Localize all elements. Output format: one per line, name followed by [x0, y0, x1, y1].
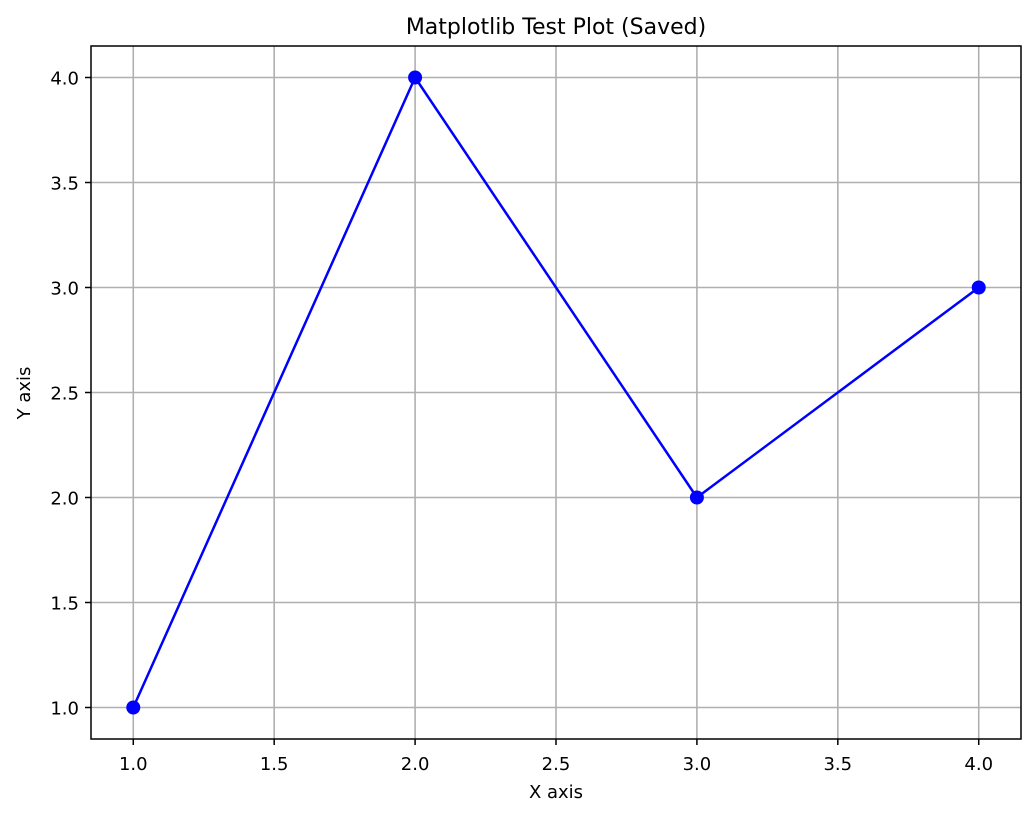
data-point-2-4: [408, 70, 423, 85]
x-tick-label-1.5: 1.5: [260, 754, 289, 775]
series-layer: [126, 70, 986, 715]
x-tick-label-1.0: 1.0: [119, 754, 148, 775]
plot-frame: [90, 45, 1022, 740]
y-axis-label: Y axis: [14, 367, 35, 421]
x-axis-label: X axis: [529, 782, 583, 803]
data-point-4-3: [971, 280, 986, 295]
y-tick-label-1.5: 1.5: [50, 594, 79, 615]
y-tick-label-3.0: 3.0: [50, 279, 79, 300]
data-point-3-2: [689, 490, 704, 505]
y-tick-label-4.0: 4.0: [50, 69, 79, 90]
x-tick-label-3.0: 3.0: [683, 754, 712, 775]
y-tick-label-2.0: 2.0: [50, 489, 79, 510]
tick-layer: 1.0 1.5 2.0 2.5 3.0 3.5 4.0 1.0 1.5 2.0 2.5 3.0 3.5 4…: [50, 69, 993, 776]
y-tick-label-2.5: 2.5: [50, 384, 79, 405]
y-tick-label-1.0: 1.0: [50, 699, 79, 720]
x-tick-label-3.5: 3.5: [823, 754, 852, 775]
y-tick-label-3.5: 3.5: [50, 174, 79, 195]
x-tick-label-2.5: 2.5: [542, 754, 571, 775]
x-tick-label-4.0: 4.0: [964, 754, 993, 775]
series-line-0: [132, 76, 980, 709]
x-tick-label-2.0: 2.0: [401, 754, 430, 775]
data-point-1-1: [126, 700, 141, 715]
chart-title: Matplotlib Test Plot (Saved): [406, 15, 706, 40]
